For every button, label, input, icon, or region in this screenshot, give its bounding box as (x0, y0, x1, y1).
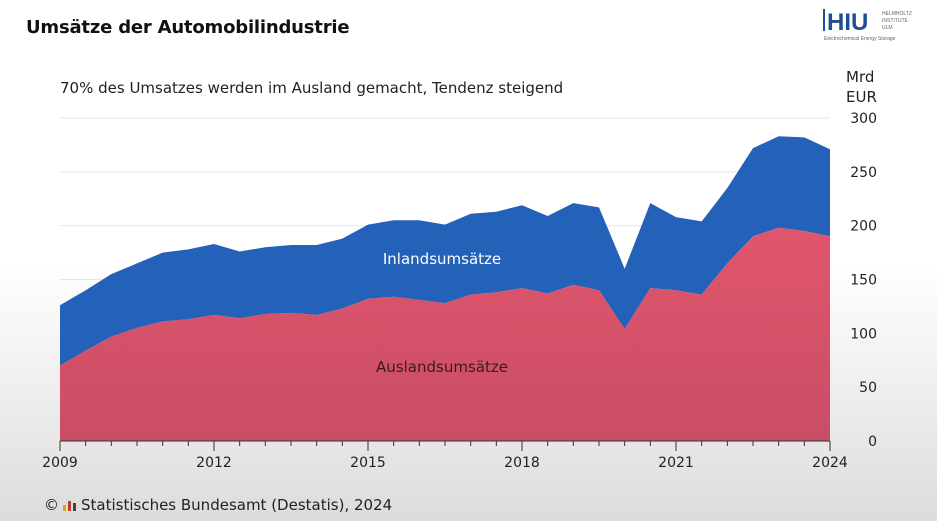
area-series (60, 136, 830, 441)
ausland-label: Auslandsumsätze (376, 358, 508, 376)
y-tick-label: 50 (859, 380, 877, 396)
y-tick-label: 0 (868, 434, 877, 450)
inland-area (60, 136, 830, 366)
copyright-symbol: © (44, 496, 59, 514)
y-tick-label: 150 (850, 273, 877, 289)
bar-chart-icon (63, 501, 76, 511)
hiu-logo-text: HIU (827, 9, 868, 36)
y-axis-unit-line-1: Mrd (846, 68, 875, 86)
x-tick-label: 2009 (42, 455, 78, 471)
y-tick-label: 300 (850, 111, 877, 127)
x-tick-label: 2021 (658, 455, 694, 471)
x-tick-label: 2015 (350, 455, 386, 471)
hiu-logo-side-2: INSTITUTE (882, 18, 908, 24)
area-labels: Inlandsumsätze Auslandsumsätze (376, 250, 508, 376)
y-tick-label: 100 (850, 326, 877, 342)
hiu-logo: HIU HELMHOLTZ INSTITUTE ULM Electrochemi… (823, 9, 912, 42)
y-tick-label: 250 (850, 165, 877, 181)
page-title: Umsätze der Automobilindustrie (26, 17, 350, 38)
source-text: Statistisches Bundesamt (Destatis), 2024 (81, 496, 393, 514)
y-tick-label: 200 (850, 219, 877, 235)
hiu-logo-bar (823, 9, 825, 31)
x-tick-label: 2018 (504, 455, 540, 471)
inland-label: Inlandsumsätze (383, 250, 501, 268)
axes: 0 50 100 150 200 250 300 2009 2012 2015 2018 2021 20… (42, 111, 877, 471)
chart-subtitle: 70% des Umsatzes werden im Ausland gemac… (60, 79, 564, 97)
y-axis-unit: Mrd EUR (846, 67, 877, 107)
hiu-logo-side-1: HELMHOLTZ (882, 11, 912, 17)
header-bar: Umsätze der Automobilindustrie HIU HELMH… (0, 0, 937, 54)
hiu-logo-tagline: Electrochemical Energy Storage (824, 36, 896, 42)
hiu-logo-side-3: ULM (882, 25, 893, 31)
x-tick-label: 2012 (196, 455, 232, 471)
source-note: © Statistisches Bundesamt (Destatis), 20… (44, 496, 392, 514)
y-axis-unit-line-2: EUR (846, 88, 877, 106)
x-tick-label: 2024 (812, 455, 848, 471)
ausland-area (60, 227, 830, 441)
